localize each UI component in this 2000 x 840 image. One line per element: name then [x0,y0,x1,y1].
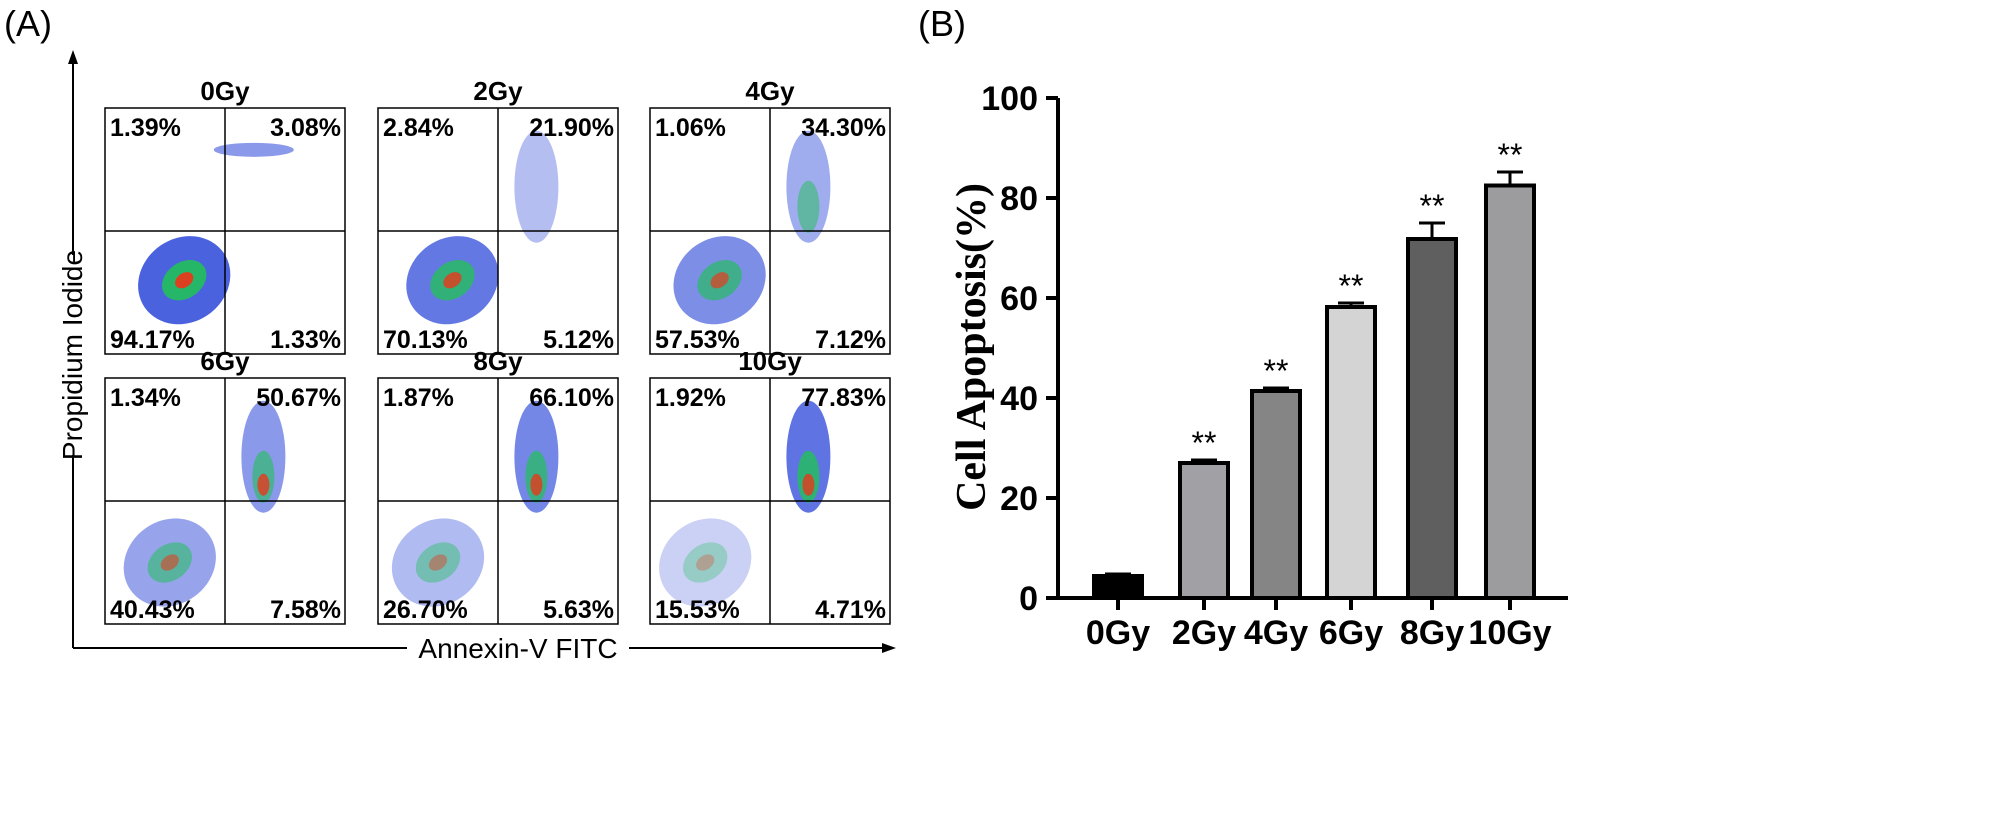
population-peak [428,554,448,571]
apoptotic-cloud [514,130,559,243]
quadrant-percentage-lr: 7.58% [270,596,341,624]
bar-0Gy [1092,574,1144,600]
population-peak [443,272,462,289]
population-cloud [391,518,485,607]
significance-marker: ** [1339,268,1364,304]
y-tick-label: 0 [1019,580,1038,618]
apoptotic-core [797,180,820,233]
significance-marker: ** [1498,137,1523,173]
quadrant-percentage-ll: 40.43% [110,596,195,624]
panel-b-label: (B) [918,3,966,44]
quadrant-percentage-ur: 3.08% [270,114,341,142]
bar-8Gy [1406,237,1458,600]
quadrant-percentage-ll: 57.53% [655,326,740,354]
flow-plot: 0Gy 1.39% 3.08% 94.17% 1.33% [104,76,346,355]
apoptotic-peak [530,473,543,496]
quadrant-percentage-ur: 50.67% [256,384,341,412]
panel-b: (B) Cell Apoptosis(%) 0 20 40 60 80 100 0Gy 2Gy… [918,3,1568,652]
quadrant-percentage-ll: 70.13% [383,326,468,354]
apoptotic-peak [802,473,815,496]
x-tick-label: 10Gy [1468,614,1551,652]
quadrant-percentage-ul: 1.39% [110,114,181,142]
flow-plot: 6Gy 1.34% 50.67% 40.43% 7.58% [104,346,346,625]
quadrant-percentage-ur: 66.10% [529,384,614,412]
flow-plot-title: 8Gy [473,346,523,376]
quadrant-percentage-ll: 15.53% [655,596,740,624]
x-tick-label: 2Gy [1172,614,1236,652]
x-tick-label: 4Gy [1244,614,1308,652]
y-tick-label: 100 [981,80,1038,118]
flow-plots: 0Gy 1.39% 3.08% 94.17% 1.33% 2Gy 2.84% 21.90% 70… [104,76,891,625]
y-tick-label: 20 [1000,480,1038,518]
y-tick-label: 80 [1000,180,1038,218]
flow-plot-title: 6Gy [200,346,250,376]
y-axis-arrow-head [68,50,78,64]
quadrant-percentage-ur: 77.83% [801,384,886,412]
y-axis-label-bg [52,255,94,455]
population-peak [696,554,715,571]
significance-marker: ** [1264,353,1289,389]
flow-plot-title: 10Gy [738,346,802,376]
apoptotic-cloud [213,142,294,157]
significance-marker: ** [1420,188,1445,224]
x-tick-label: 6Gy [1319,614,1383,652]
population-core [682,542,728,583]
quadrant-percentage-ul: 1.34% [110,384,181,412]
flow-plot: 4Gy 1.06% 34.30% 57.53% 7.12% [649,76,891,355]
quadrant-percentage-lr: 5.12% [543,326,614,354]
flow-plot-title: 0Gy [200,76,250,106]
population-peak [160,554,179,571]
x-tick-label: 0Gy [1086,614,1150,652]
population-core [415,542,461,583]
panel-a: (A) Annexin-V FITC Propidium Iodide 0Gy 1… [4,3,896,666]
quadrant-percentage-ul: 1.87% [383,384,454,412]
flow-plot: 10Gy 1.92% 77.83% 15.53% 4.71% [649,346,891,625]
quadrant-percentage-ll: 26.70% [383,596,468,624]
quadrant-percentage-lr: 5.63% [543,596,614,624]
bar-chart: 0 20 40 60 80 100 0Gy 2Gy ** 4Gy ** 6Gy ** 8Gy ** 10Gy *… [981,80,1551,652]
quadrant-percentage-ul: 2.84% [383,114,454,142]
bar-2Gy [1178,461,1230,600]
significance-marker: ** [1192,425,1217,461]
y-tick-label: 40 [1000,380,1038,418]
bar-10Gy [1484,183,1536,600]
panel-a-label: (A) [4,3,52,44]
x-axis-arrow-head [882,643,896,653]
x-axis-label-bg [407,630,629,666]
quadrant-percentage-ll: 94.17% [110,326,195,354]
population-peak [175,272,194,289]
flow-plot-title: 2Gy [473,76,523,106]
quadrant-percentage-ur: 21.90% [529,114,614,142]
x-axis-label: Annexin-V FITC [418,633,617,664]
quadrant-percentage-ur: 34.30% [801,114,886,142]
flow-plot: 2Gy 2.84% 21.90% 70.13% 5.12% [377,76,619,355]
apoptotic-peak [257,473,270,496]
quadrant-percentage-ul: 1.06% [655,114,726,142]
y-axis-title: Cell Apoptosis(%) [949,183,995,511]
quadrant-percentage-lr: 1.33% [270,326,341,354]
quadrant-percentage-lr: 4.71% [815,596,886,624]
y-axis-label: Propidium Iodide [57,250,88,460]
population-cloud [659,518,752,607]
quadrant-percentage-ul: 1.92% [655,384,726,412]
x-tick-label: 8Gy [1400,614,1464,652]
y-tick-label: 60 [1000,280,1038,318]
bar-6Gy [1325,305,1377,600]
bar-4Gy [1250,389,1302,600]
quadrant-percentage-lr: 7.12% [815,326,886,354]
flow-plot-title: 4Gy [745,76,795,106]
population-peak [710,272,729,289]
flow-plot: 8Gy 1.87% 66.10% 26.70% 5.63% [377,346,619,625]
